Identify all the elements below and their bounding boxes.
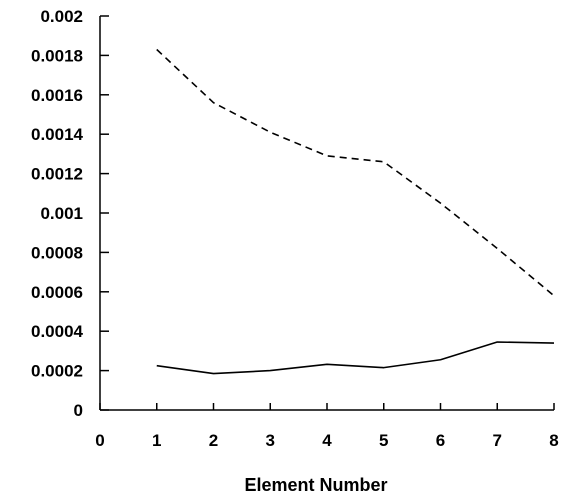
- y-tick-label: 0.0018: [31, 46, 83, 65]
- y-tick-label: 0.0012: [31, 165, 83, 184]
- y-axis: 0 0.0002 0.0004 0.0006 0.0008 0.001 0.0012 0.00…: [31, 7, 109, 420]
- x-axis: 0 1 2 3 4 5 6 7 8: [95, 403, 559, 450]
- x-tick-label: 2: [209, 431, 218, 450]
- x-tick-label: 0: [95, 431, 104, 450]
- y-tick-label: 0.001: [40, 204, 83, 223]
- x-tick-label: 8: [549, 431, 558, 450]
- x-axis-title: Element Number: [244, 475, 387, 495]
- x-tick-label: 6: [436, 431, 445, 450]
- x-tick-label: 3: [266, 431, 275, 450]
- x-tick-label: 5: [379, 431, 388, 450]
- y-tick-label: 0.0004: [31, 322, 84, 341]
- x-tick-label: 7: [493, 431, 502, 450]
- series-layer: [156, 48, 555, 375]
- y-tick-label: 0.0014: [31, 125, 84, 144]
- y-tick-label: 0.0016: [31, 86, 83, 105]
- y-tick-label: 0.0008: [31, 243, 83, 262]
- x-tick-label: 1: [152, 431, 161, 450]
- series-line-dashed: [156, 48, 555, 297]
- x-tick-label: 4: [322, 431, 332, 450]
- y-tick-label: 0.002: [40, 7, 83, 26]
- series-line-solid: [156, 341, 555, 375]
- y-tick-label: 0: [74, 401, 83, 420]
- y-tick-label: 0.0006: [31, 283, 83, 302]
- y-tick-label: 0.0002: [31, 362, 83, 381]
